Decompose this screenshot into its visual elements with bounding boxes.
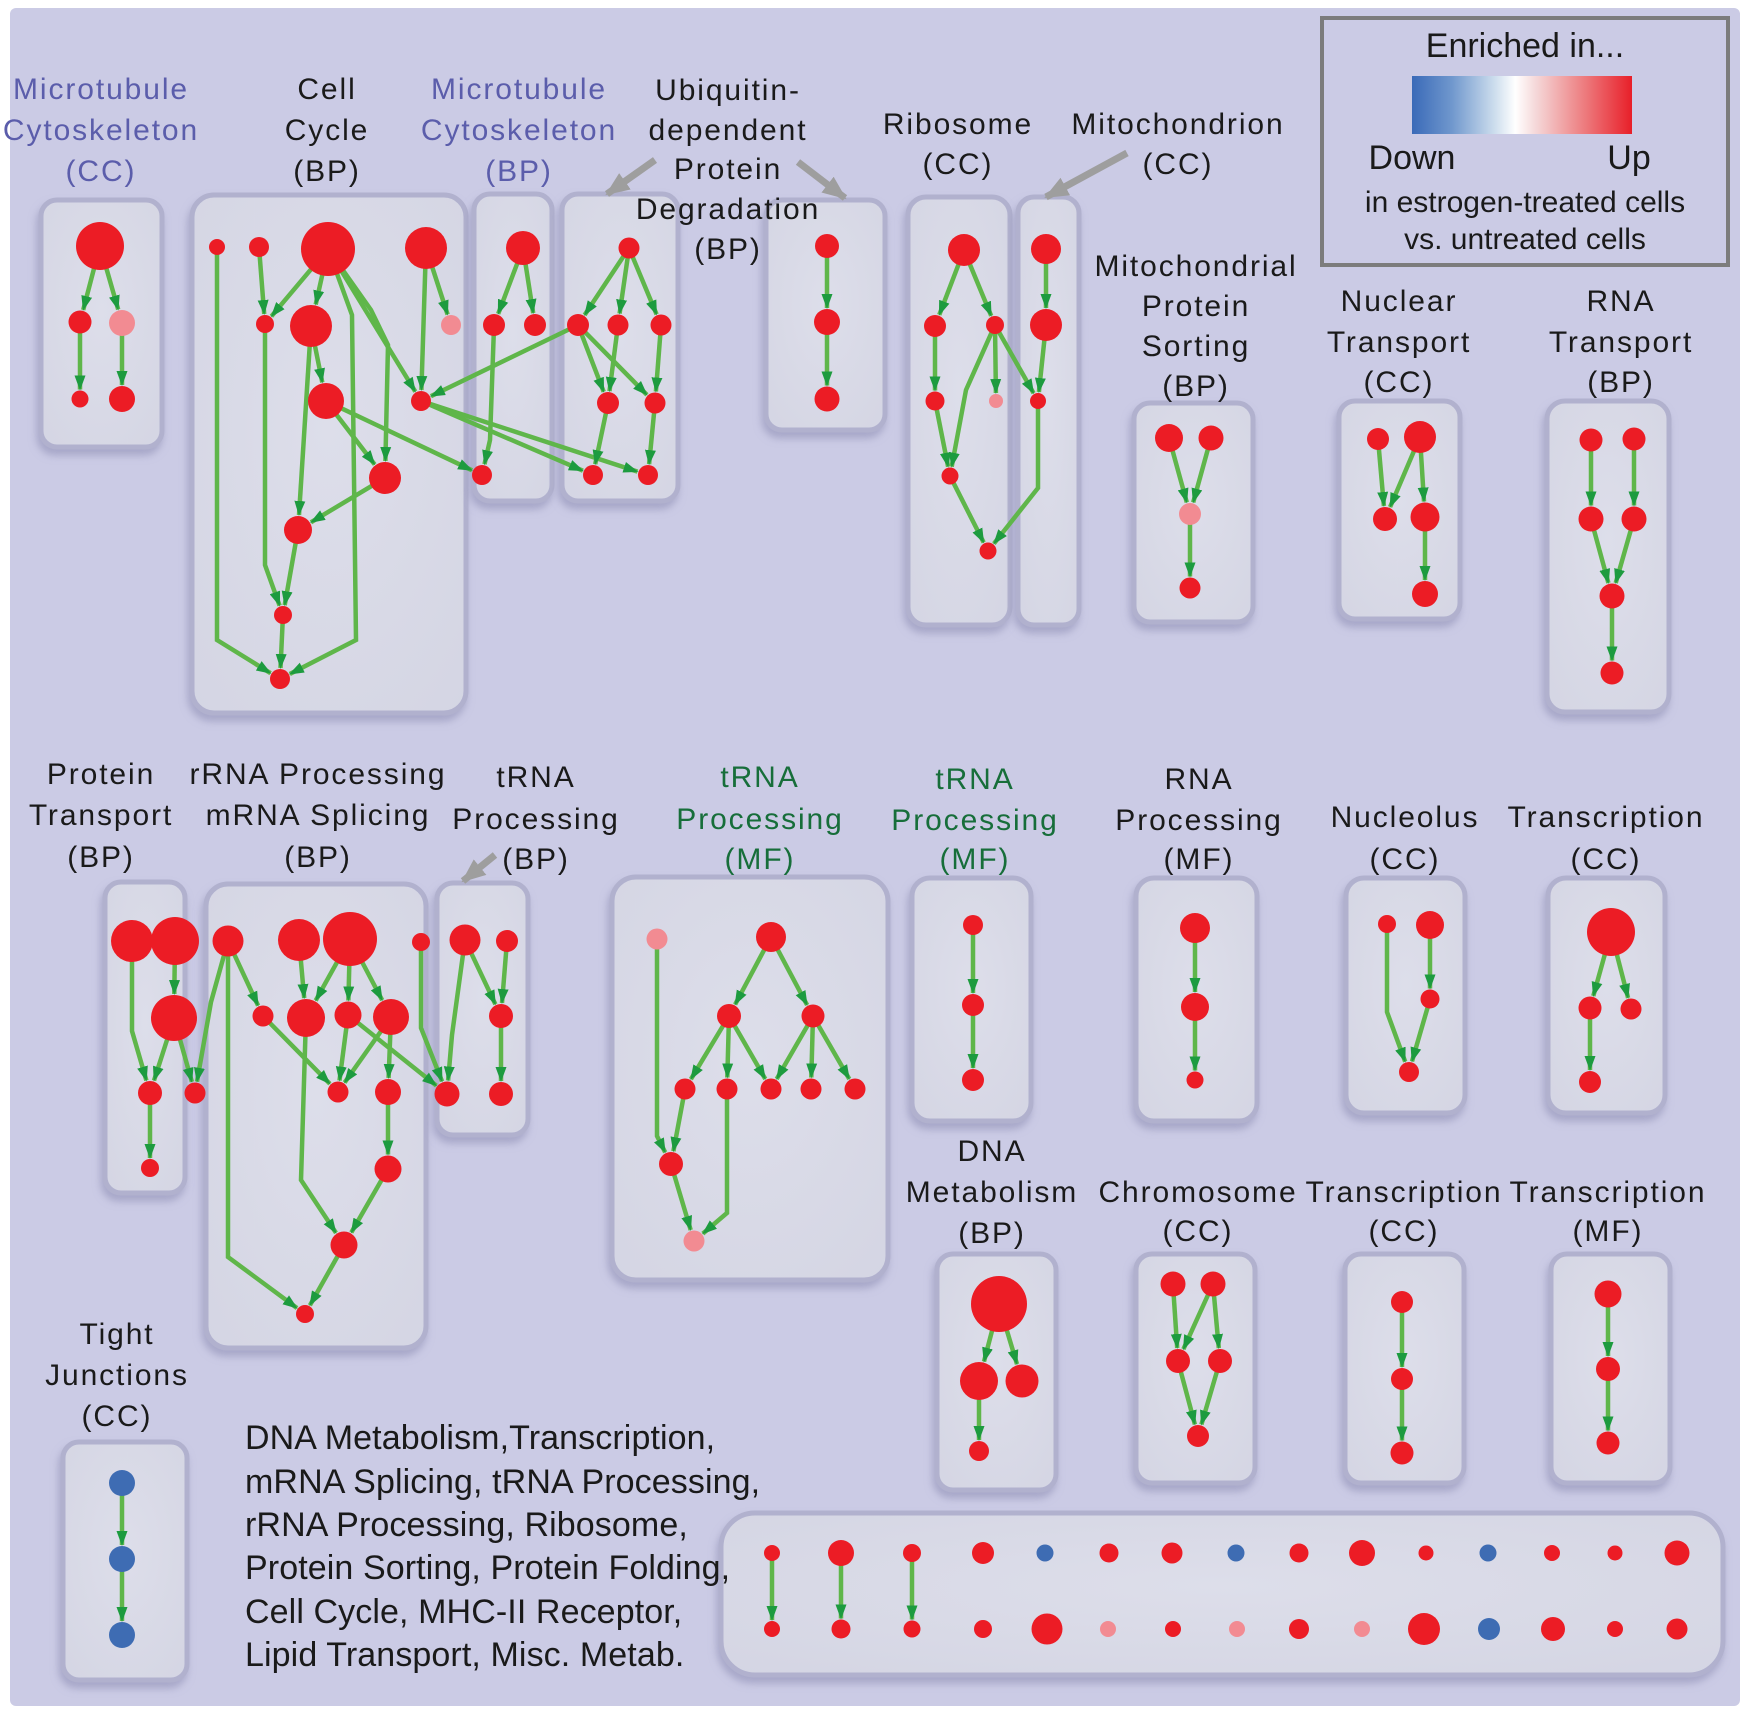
svg-text:mRNA Splicing: mRNA Splicing (206, 799, 431, 832)
svg-text:Chromosome: Chromosome (1098, 1176, 1297, 1209)
svg-text:Lipid Transport, Misc. Metab.: Lipid Transport, Misc. Metab. (245, 1636, 684, 1674)
svg-text:(CC): (CC) (1364, 366, 1435, 399)
svg-text:Cytoskeleton: Cytoskeleton (421, 114, 617, 147)
svg-text:(CC): (CC) (66, 155, 137, 188)
svg-text:Protein: Protein (674, 153, 782, 186)
svg-text:(CC): (CC) (1369, 1215, 1440, 1248)
svg-text:dependent: dependent (649, 114, 808, 147)
svg-text:Junctions: Junctions (45, 1359, 189, 1392)
svg-text:tRNA: tRNA (720, 761, 799, 794)
svg-text:Down: Down (1369, 139, 1456, 177)
svg-text:Processing: Processing (676, 803, 843, 836)
svg-text:rRNA Processing, Ribosome,: rRNA Processing, Ribosome, (245, 1506, 688, 1544)
svg-text:Cell: Cell (297, 73, 356, 106)
svg-text:(BP): (BP) (502, 843, 570, 876)
svg-text:Transcription: Transcription (1508, 801, 1705, 834)
svg-text:Processing: Processing (891, 804, 1058, 837)
svg-text:(CC): (CC) (82, 1400, 153, 1433)
svg-text:Processing: Processing (1115, 804, 1282, 837)
svg-text:(BP): (BP) (293, 155, 361, 188)
svg-text:Microtubule: Microtubule (13, 73, 189, 106)
svg-text:(CC): (CC) (1163, 1215, 1234, 1248)
svg-text:Microtubule: Microtubule (431, 73, 607, 106)
svg-text:Mitochondrion: Mitochondrion (1071, 108, 1284, 141)
svg-text:DNA Metabolism,Transcription,: DNA Metabolism,Transcription, (245, 1419, 715, 1457)
svg-text:Cycle: Cycle (285, 114, 370, 147)
svg-text:Up: Up (1607, 139, 1650, 177)
svg-text:Nuclear: Nuclear (1341, 285, 1458, 318)
svg-text:Ribosome: Ribosome (883, 108, 1033, 141)
svg-text:Sorting: Sorting (1142, 330, 1250, 363)
svg-text:Transport: Transport (29, 799, 173, 832)
svg-text:Protein Sorting, Protein Foldi: Protein Sorting, Protein Folding, (245, 1549, 730, 1587)
svg-text:Transport: Transport (1327, 326, 1471, 359)
svg-text:tRNA: tRNA (496, 761, 575, 794)
svg-text:Mitochondrial: Mitochondrial (1094, 250, 1297, 283)
svg-text:tRNA: tRNA (935, 763, 1014, 796)
svg-text:(CC): (CC) (1143, 148, 1214, 181)
svg-text:(MF): (MF) (1164, 843, 1235, 876)
svg-text:RNA: RNA (1164, 763, 1233, 796)
svg-text:Cytoskeleton: Cytoskeleton (3, 114, 199, 147)
svg-text:(CC): (CC) (923, 148, 994, 181)
svg-text:(MF): (MF) (1573, 1215, 1644, 1248)
svg-text:Transcription: Transcription (1306, 1176, 1503, 1209)
svg-text:(BP): (BP) (1587, 366, 1655, 399)
svg-text:(MF): (MF) (940, 843, 1011, 876)
svg-text:Enriched in...: Enriched in... (1426, 27, 1624, 65)
svg-text:Transcription: Transcription (1510, 1176, 1707, 1209)
svg-text:(CC): (CC) (1370, 843, 1441, 876)
svg-text:rRNA Processing: rRNA Processing (190, 758, 447, 791)
svg-text:RNA: RNA (1586, 285, 1655, 318)
svg-text:(CC): (CC) (1571, 843, 1642, 876)
svg-text:(MF): (MF) (725, 843, 796, 876)
svg-text:DNA: DNA (957, 1135, 1026, 1168)
svg-text:(BP): (BP) (958, 1217, 1026, 1250)
svg-text:Protein: Protein (47, 758, 155, 791)
svg-text:(BP): (BP) (284, 841, 352, 874)
svg-text:Nucleolus: Nucleolus (1331, 801, 1480, 834)
svg-text:(BP): (BP) (67, 841, 135, 874)
svg-text:Protein: Protein (1142, 290, 1250, 323)
svg-text:in estrogen-treated cells: in estrogen-treated cells (1365, 186, 1685, 219)
svg-text:(BP): (BP) (485, 155, 553, 188)
svg-text:Ubiquitin-: Ubiquitin- (655, 74, 801, 107)
svg-text:mRNA Splicing, tRNA Processing: mRNA Splicing, tRNA Processing, (245, 1463, 760, 1501)
svg-text:vs. untreated cells: vs. untreated cells (1404, 223, 1646, 256)
svg-text:Degradation: Degradation (636, 193, 820, 226)
svg-text:Processing: Processing (452, 803, 619, 836)
svg-text:Tight: Tight (79, 1318, 154, 1351)
svg-text:(BP): (BP) (694, 233, 762, 266)
svg-text:Cell Cycle, MHC-II Receptor,: Cell Cycle, MHC-II Receptor, (245, 1593, 682, 1631)
svg-text:(BP): (BP) (1162, 370, 1230, 403)
svg-text:Transport: Transport (1549, 326, 1693, 359)
svg-text:Metabolism: Metabolism (906, 1176, 1078, 1209)
